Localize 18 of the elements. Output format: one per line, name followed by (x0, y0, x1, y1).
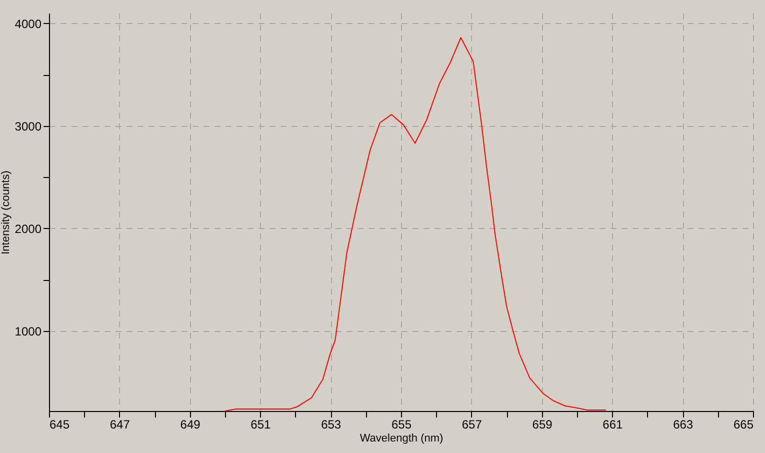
x-tick-label: 649 (180, 418, 201, 432)
x-tick-label: 661 (602, 418, 624, 432)
x-tick-label: 665 (733, 418, 754, 432)
x-tick-label: 651 (250, 418, 272, 432)
y-tick-label: 4000 (14, 16, 42, 31)
y-tick-label: 3000 (14, 119, 42, 134)
y-axis-title: Intensity (counts) (0, 170, 12, 254)
x-tick-label: 657 (462, 418, 482, 432)
x-tick-label: 655 (391, 418, 412, 432)
y-tick-label: 2000 (14, 222, 42, 236)
x-tick-label: 647 (110, 418, 130, 432)
x-axis-title: Wavelength (nm) (360, 432, 444, 444)
x-tick-label: 645 (50, 418, 70, 432)
x-tick-label: 659 (532, 418, 553, 432)
y-tick-label: 1000 (14, 324, 42, 338)
line-series (224, 37, 606, 412)
x-tick-label: 663 (673, 418, 694, 432)
x-tick-label: 653 (321, 418, 342, 432)
